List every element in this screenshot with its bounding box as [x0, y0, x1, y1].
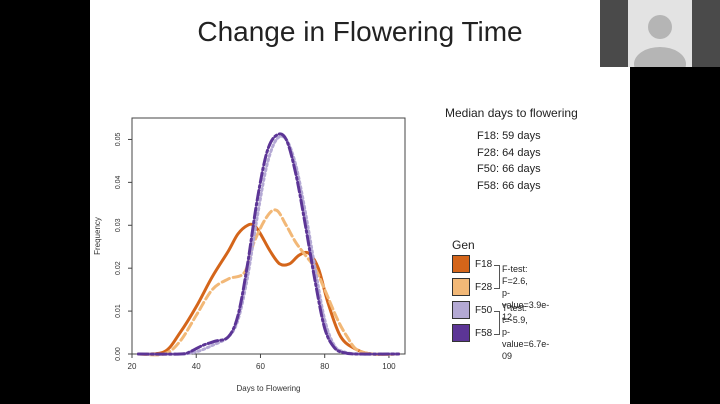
y-tick-label-5: 0.05: [115, 133, 122, 147]
median-days-panel: Median days to flowering F18: 59 days F2…: [445, 106, 625, 194]
x-tick-label-3: 80: [320, 362, 329, 371]
series-line-f50: [136, 134, 401, 356]
x-tick-label-0: 20: [128, 362, 137, 371]
x-axis-label: Days to Flowering: [236, 384, 300, 393]
legend-swatch-f58: [452, 324, 470, 342]
ttest-line-1: T-test: t=-5.9,: [502, 303, 528, 325]
x-tick-label-4: 100: [382, 362, 396, 371]
y-tick-label-0: 0.00: [115, 347, 122, 361]
ttest-line-2: p-value=6.7e-09: [502, 327, 550, 361]
legend-item-f18: F18: [452, 255, 492, 278]
x-tick-label-1: 40: [192, 362, 201, 371]
legend-swatch-f50: [452, 301, 470, 319]
legend-item-f50: F50: [452, 301, 492, 324]
person-silhouette-icon: [634, 15, 686, 67]
ftest-line-2: p-value=3.9e-12: [502, 288, 550, 322]
series-line-f58: [136, 132, 401, 356]
y-tick-label-1: 0.01: [115, 304, 122, 318]
median-line-f50: F50: 66 days: [477, 163, 541, 175]
median-days-title: Median days to flowering: [445, 106, 578, 120]
ftest-bracket: [494, 265, 500, 289]
y-tick-label-4: 0.04: [115, 175, 122, 189]
legend-item-f28: F28: [452, 278, 492, 301]
series-line-f18: [136, 222, 401, 356]
legend-swatch-f28: [452, 278, 470, 296]
webcam-thumbnail: [600, 0, 720, 67]
y-axis-label: Frequency: [93, 217, 102, 255]
legend-item-f58: F58: [452, 324, 492, 347]
ftest-line-1: F-test: F=2.6,: [502, 264, 528, 286]
ttest-result: T-test: t=-5.9, p-value=6.7e-09: [502, 302, 549, 362]
plot-frame: [131, 117, 406, 355]
y-tick-label-2: 0.02: [115, 261, 122, 275]
legend-label-f28: F28: [475, 282, 493, 293]
legend-label-f58: F58: [475, 328, 493, 339]
ftest-result: F-test: F=2.6, p-value=3.9e-12: [502, 263, 549, 323]
legend-swatch-f18: [452, 255, 470, 273]
slide: Change in Flowering Time 20 40 60 80 100 0.00…: [90, 0, 630, 404]
median-line-f28: F28: 64 days: [477, 146, 541, 159]
x-tick-label-2: 60: [256, 362, 265, 371]
ttest-bracket: [494, 311, 500, 335]
slide-title: Change in Flowering Time: [197, 16, 523, 47]
chart-legend: Gen F18 F28 F50 F58 F-test: F=2.6, p-val…: [452, 238, 549, 361]
series-line-f28: [136, 208, 401, 357]
legend-label-f50: F50: [475, 305, 493, 316]
webcam-video: [628, 0, 692, 67]
density-chart: 20 40 60 80 100 0.00 0.01 0.02 0.03 0.04 0.05 Days …: [93, 117, 406, 393]
legend-title: Gen: [452, 238, 475, 252]
median-line-f18: F18: 59 days: [477, 130, 541, 142]
legend-label-f18: F18: [475, 259, 493, 270]
y-tick-label-3: 0.03: [115, 218, 122, 232]
median-line-f58: F58: 66 days: [477, 179, 541, 192]
